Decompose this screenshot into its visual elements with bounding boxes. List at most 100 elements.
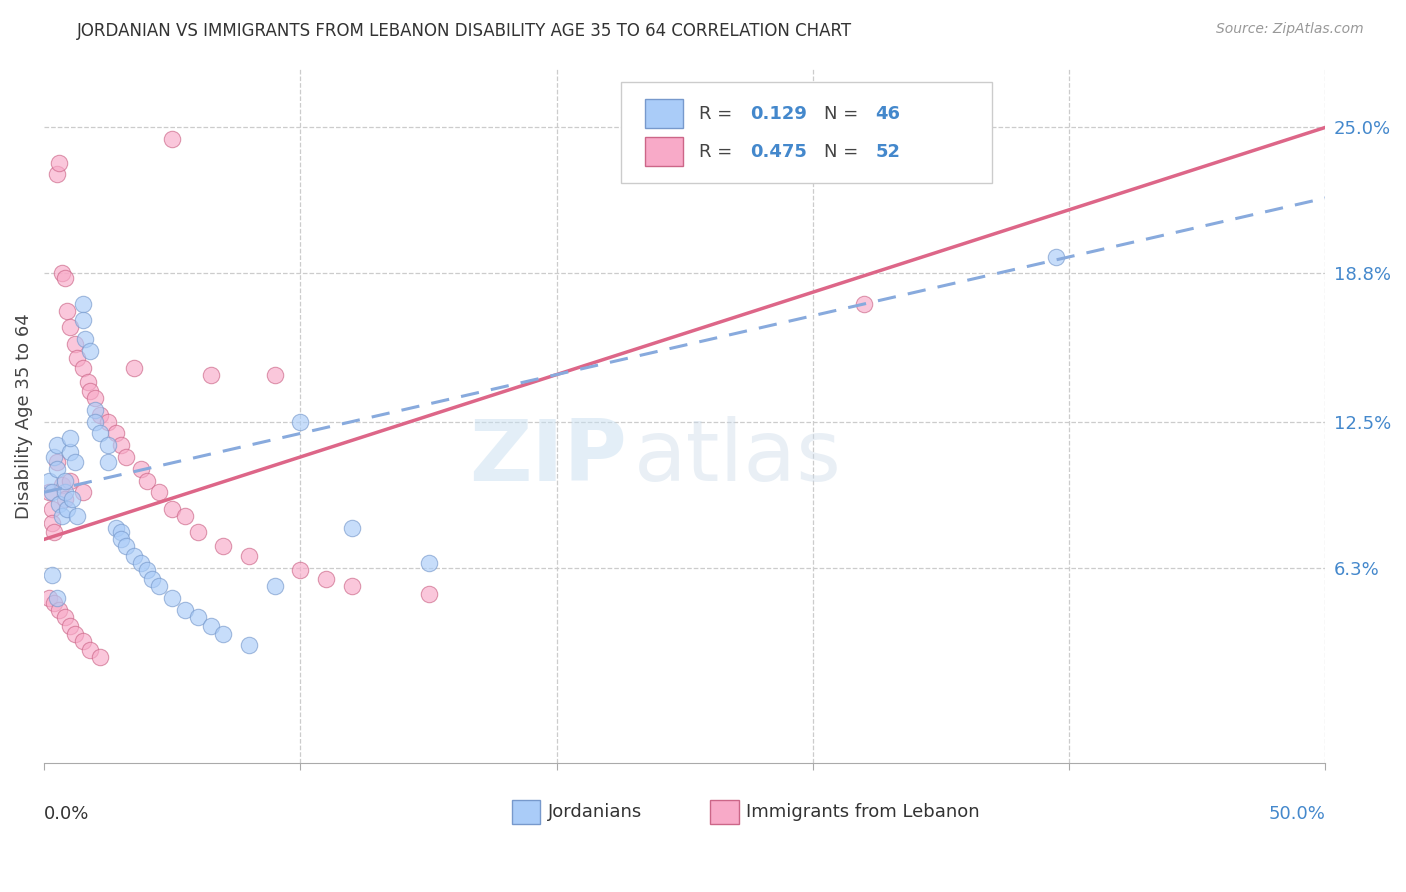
Point bbox=[110, 533, 132, 547]
Point bbox=[56, 304, 79, 318]
Point bbox=[59, 474, 82, 488]
Point bbox=[148, 579, 170, 593]
Point bbox=[53, 492, 76, 507]
Point bbox=[59, 431, 82, 445]
Point bbox=[84, 415, 107, 429]
Text: Immigrants from Lebanon: Immigrants from Lebanon bbox=[747, 803, 980, 821]
Point bbox=[122, 549, 145, 563]
Point bbox=[290, 415, 312, 429]
Point bbox=[200, 619, 222, 633]
Text: 46: 46 bbox=[876, 104, 901, 123]
Point bbox=[53, 610, 76, 624]
Y-axis label: Disability Age 35 to 64: Disability Age 35 to 64 bbox=[15, 313, 32, 518]
Bar bbox=[645, 137, 683, 167]
Point bbox=[72, 313, 94, 327]
Text: ZIP: ZIP bbox=[470, 416, 627, 499]
Point bbox=[212, 626, 235, 640]
Point bbox=[79, 643, 101, 657]
Point bbox=[141, 573, 163, 587]
Point bbox=[84, 403, 107, 417]
Point bbox=[41, 485, 63, 500]
Point bbox=[59, 445, 82, 459]
Point bbox=[38, 474, 60, 488]
Point bbox=[45, 168, 67, 182]
Point bbox=[135, 563, 157, 577]
Text: N =: N = bbox=[824, 104, 865, 123]
Point bbox=[418, 556, 440, 570]
Point bbox=[290, 563, 312, 577]
Point bbox=[212, 540, 235, 554]
Point bbox=[89, 408, 111, 422]
Point bbox=[48, 603, 70, 617]
Text: R =: R = bbox=[699, 143, 738, 161]
Point bbox=[263, 368, 285, 382]
Point bbox=[53, 271, 76, 285]
Point bbox=[200, 368, 222, 382]
Point bbox=[340, 520, 363, 534]
Text: R =: R = bbox=[699, 104, 738, 123]
Text: 0.129: 0.129 bbox=[751, 104, 807, 123]
Point bbox=[45, 455, 67, 469]
Point bbox=[66, 508, 89, 523]
Point bbox=[1045, 250, 1067, 264]
Point bbox=[104, 520, 127, 534]
Point bbox=[187, 525, 209, 540]
Point bbox=[44, 596, 66, 610]
Point bbox=[263, 579, 285, 593]
Point bbox=[97, 415, 120, 429]
Point bbox=[63, 626, 86, 640]
Point bbox=[45, 462, 67, 476]
Point bbox=[51, 478, 73, 492]
Point bbox=[56, 501, 79, 516]
Point bbox=[45, 438, 67, 452]
Point bbox=[41, 567, 63, 582]
Point bbox=[72, 633, 94, 648]
Point bbox=[162, 501, 184, 516]
Point bbox=[51, 508, 73, 523]
Point bbox=[53, 474, 76, 488]
Point bbox=[38, 591, 60, 606]
Point bbox=[79, 344, 101, 359]
Point bbox=[174, 508, 197, 523]
Point bbox=[110, 525, 132, 540]
Point bbox=[59, 619, 82, 633]
Text: Jordanians: Jordanians bbox=[548, 803, 643, 821]
Point bbox=[76, 375, 98, 389]
Point bbox=[48, 155, 70, 169]
Point bbox=[162, 591, 184, 606]
Point bbox=[79, 384, 101, 398]
Point bbox=[122, 360, 145, 375]
Point bbox=[131, 462, 153, 476]
Point bbox=[63, 455, 86, 469]
Text: 0.475: 0.475 bbox=[751, 143, 807, 161]
Point bbox=[48, 497, 70, 511]
Point bbox=[84, 391, 107, 405]
Point bbox=[60, 492, 83, 507]
Point bbox=[72, 485, 94, 500]
Point bbox=[315, 573, 337, 587]
Point bbox=[418, 586, 440, 600]
Bar bbox=[710, 800, 738, 824]
Point bbox=[51, 266, 73, 280]
Point bbox=[89, 426, 111, 441]
Text: JORDANIAN VS IMMIGRANTS FROM LEBANON DISABILITY AGE 35 TO 64 CORRELATION CHART: JORDANIAN VS IMMIGRANTS FROM LEBANON DIS… bbox=[77, 22, 852, 40]
Text: 0.0%: 0.0% bbox=[44, 805, 90, 822]
Bar bbox=[512, 800, 540, 824]
Point bbox=[75, 332, 97, 346]
Point bbox=[162, 132, 184, 146]
Point bbox=[238, 549, 260, 563]
Point bbox=[104, 426, 127, 441]
Text: N =: N = bbox=[824, 143, 865, 161]
Point bbox=[66, 351, 89, 365]
Text: 50.0%: 50.0% bbox=[1268, 805, 1326, 822]
Point bbox=[97, 438, 120, 452]
Point bbox=[53, 485, 76, 500]
Point bbox=[38, 485, 60, 500]
FancyBboxPatch shape bbox=[620, 82, 993, 183]
Point bbox=[340, 579, 363, 593]
Text: 52: 52 bbox=[876, 143, 901, 161]
Point bbox=[41, 501, 63, 516]
Point bbox=[187, 610, 209, 624]
Text: atlas: atlas bbox=[634, 416, 842, 499]
Point bbox=[131, 556, 153, 570]
